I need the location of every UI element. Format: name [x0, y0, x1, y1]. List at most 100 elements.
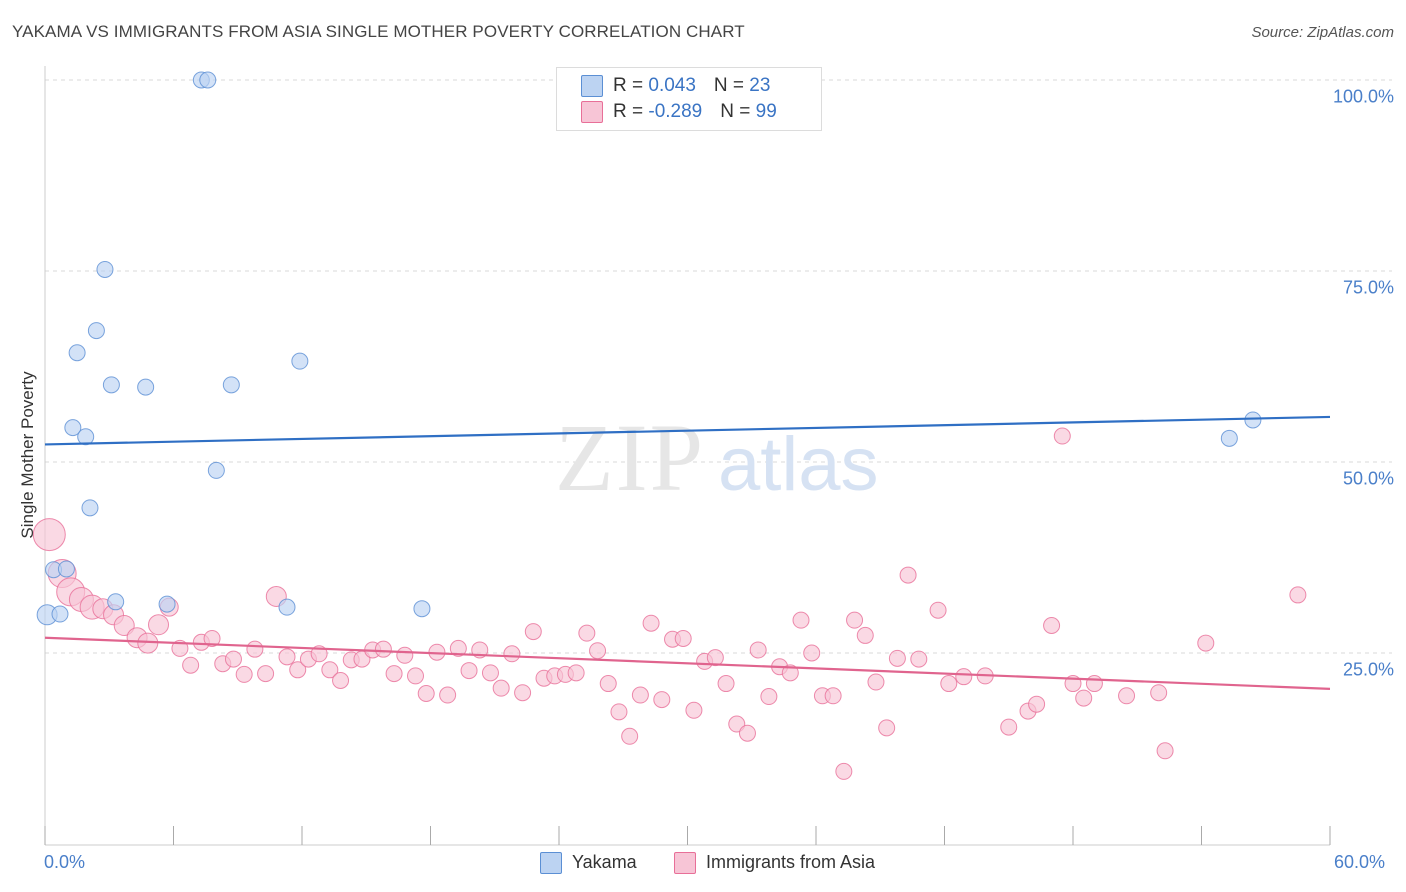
yakama-point — [81, 499, 99, 517]
asia-point — [396, 646, 414, 664]
series-yakama — [36, 71, 1262, 626]
series-immigrants-from-asia — [32, 427, 1307, 780]
trend-line-yakama — [44, 415, 1331, 446]
y-axis-label: Single Mother Poverty — [18, 371, 37, 539]
asia-point — [867, 673, 885, 691]
asia-point — [610, 703, 628, 721]
asia-point — [717, 675, 735, 693]
asia-point — [642, 614, 660, 632]
correlation-legend: R = 0.043 N = 23 R = -0.289 N = 99 — [556, 67, 822, 131]
r-value: 0.043 — [648, 75, 696, 97]
asia-point — [674, 629, 692, 647]
asia-legend-swatch — [674, 852, 696, 875]
asia-point — [32, 518, 66, 552]
y-tick-label: 50.0% — [1342, 468, 1394, 489]
asia-point — [653, 691, 671, 709]
yakama-point — [102, 376, 120, 394]
trend-lines — [44, 415, 1331, 691]
asia-point — [503, 645, 521, 663]
yakama-point — [96, 260, 114, 278]
asia-point — [955, 668, 973, 686]
asia-point — [792, 611, 810, 629]
r-label: R = — [613, 101, 649, 123]
asia-point — [578, 624, 596, 642]
yakama-legend-swatch — [540, 852, 562, 875]
asia-point — [1028, 695, 1046, 713]
yakama-point — [107, 593, 125, 611]
asia-point — [524, 623, 542, 641]
r-value: -0.289 — [648, 101, 703, 123]
asia-point — [113, 614, 135, 636]
asia-point — [589, 642, 607, 660]
asia-point — [621, 727, 639, 745]
watermark-zip: ZIP — [555, 404, 705, 511]
watermark: ZIP atlas — [555, 404, 879, 511]
y-tick-label: 100.0% — [1332, 86, 1394, 107]
asia-point — [824, 687, 842, 705]
asia-point — [899, 566, 917, 584]
yakama-point — [1244, 411, 1262, 429]
asia-point — [631, 686, 649, 704]
asia-point — [940, 675, 958, 693]
legend-label-asia: Immigrants from Asia — [706, 852, 876, 872]
yakama-point — [158, 595, 176, 613]
yakama-point — [291, 352, 309, 370]
trend-line-asia — [44, 636, 1331, 691]
asia-point — [738, 724, 756, 742]
x-tick-label: 0.0% — [44, 852, 86, 872]
n-label: N = — [713, 75, 750, 97]
asia-point — [1043, 616, 1061, 634]
asia-point — [567, 664, 585, 682]
watermark-atlas: atlas — [718, 422, 879, 507]
legend-label-yakama: Yakama — [572, 852, 637, 872]
asia-point — [148, 614, 170, 636]
yakama-point — [87, 322, 105, 340]
legend-item-asia: Immigrants from Asia — [674, 852, 876, 875]
source-label: Source: ZipAtlas.com — [1251, 24, 1394, 41]
x-tick-label: 60.0% — [1334, 852, 1386, 872]
asia-point — [417, 684, 435, 702]
asia-point — [449, 639, 467, 657]
asia-point — [1118, 687, 1136, 705]
asia-point — [203, 629, 221, 647]
n-label: N = — [720, 101, 756, 123]
asia-point — [321, 661, 339, 679]
asia-point — [332, 672, 350, 690]
r-label: R = — [613, 75, 649, 97]
asia-point — [599, 675, 617, 693]
yakama-point — [278, 598, 296, 616]
asia-point — [929, 601, 947, 619]
asia-point — [235, 665, 253, 683]
asia-point — [706, 649, 724, 667]
asia-point — [439, 686, 457, 704]
asia-point — [385, 665, 403, 683]
asia-point — [182, 656, 200, 674]
yakama-point — [57, 560, 75, 578]
y-tick-label: 25.0% — [1342, 659, 1394, 680]
asia-point — [749, 641, 767, 659]
n-value: 23 — [749, 75, 771, 97]
asia-point — [888, 649, 906, 667]
n-value: 99 — [755, 101, 777, 123]
yakama-point — [413, 600, 431, 618]
asia-point — [278, 648, 296, 666]
yakama-point — [68, 344, 86, 362]
asia-point — [1085, 675, 1103, 693]
asia-point — [878, 719, 896, 737]
yakama-point — [51, 605, 69, 623]
yakama-point — [137, 378, 155, 396]
asia-point — [1150, 684, 1168, 702]
asia-point — [685, 701, 703, 719]
asia-point — [1289, 586, 1307, 604]
asia-point — [856, 626, 874, 644]
asia-point — [460, 662, 478, 680]
chart-title: YAKAMA VS IMMIGRANTS FROM ASIA SINGLE MO… — [12, 22, 745, 41]
axes — [44, 66, 1331, 846]
asia-point — [246, 640, 264, 658]
legend-row-asia: R = -0.289 N = 99 — [581, 101, 777, 125]
asia-point — [171, 639, 189, 657]
asia-point — [1053, 427, 1071, 445]
asia-point — [910, 650, 928, 668]
asia-point — [224, 650, 242, 668]
